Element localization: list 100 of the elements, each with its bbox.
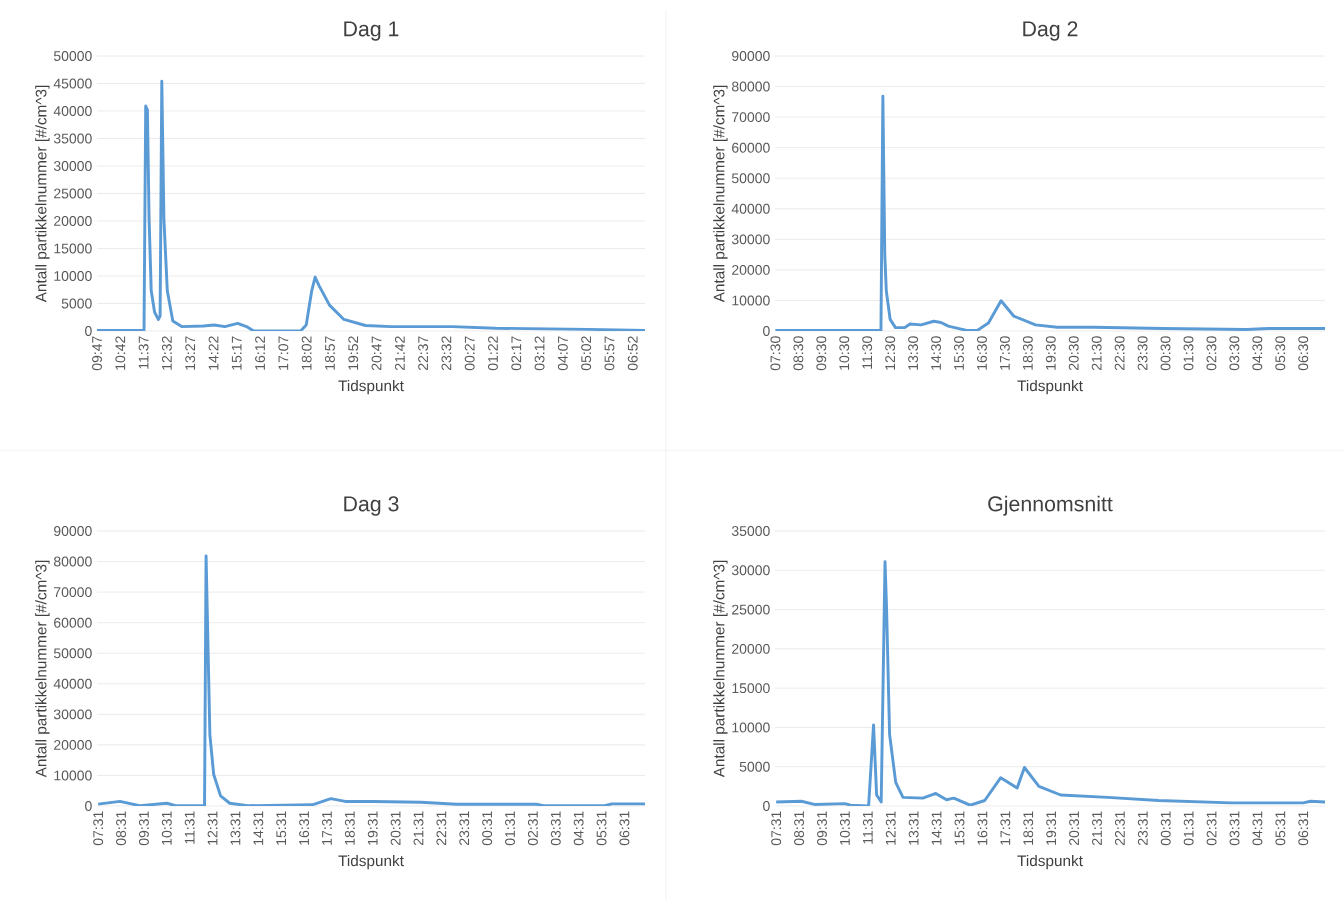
- x-tick-label: 23:30: [1137, 336, 1148, 371]
- x-tick-label: 03:31: [550, 811, 561, 846]
- y-tick-label: 35000: [53, 133, 92, 144]
- x-tick-label: 19:52: [348, 336, 359, 370]
- y-tick-label: 40000: [53, 678, 92, 689]
- y-axis-title: Antall partikkelnummer [#/cm^3]: [35, 85, 50, 303]
- y-tick-label: 60000: [54, 617, 92, 628]
- x-tick-label: 06:31: [619, 811, 630, 846]
- x-tick-label: 21:30: [1091, 336, 1102, 371]
- x-tick-label: 11:31: [184, 811, 195, 844]
- y-tick-label: 30000: [731, 234, 770, 245]
- x-tick-label: 19:30: [1045, 336, 1056, 370]
- x-tick-label: 16:31: [977, 811, 988, 845]
- chart-title: Dag 3: [344, 496, 399, 516]
- y-tick-label: 60000: [732, 142, 770, 153]
- x-tick-label: 18:30: [1022, 336, 1033, 370]
- y-tick-label: 10000: [54, 271, 92, 281]
- x-tick-label: 03:31: [1229, 811, 1240, 846]
- x-tick-label: 01:22: [488, 336, 498, 371]
- x-tick-label: 15:31: [954, 811, 965, 845]
- y-tick-label: 0: [763, 801, 770, 811]
- x-tick-label: 19:31: [367, 811, 378, 845]
- y-tick-label: 10000: [54, 770, 92, 781]
- x-tick-label: 15:17: [231, 336, 242, 370]
- y-tick-label: 40000: [53, 106, 92, 116]
- y-tick-label: 45000: [53, 78, 92, 89]
- x-tick-label: 15:31: [276, 811, 287, 845]
- x-tick-label: 18:31: [1023, 811, 1034, 845]
- x-tick-label: 14:22: [208, 336, 219, 370]
- x-tick-label: 05:02: [581, 336, 592, 371]
- x-tick-label: 13:31: [230, 811, 241, 845]
- x-tick-label: 17:31: [322, 811, 332, 845]
- x-tick-label: 07:31: [93, 811, 104, 846]
- chart-title: Dag 2: [1023, 21, 1078, 41]
- x-tick-label: 00:27: [464, 336, 475, 371]
- x-tick-label: 11:30: [862, 336, 873, 369]
- x-tick-label: 07:30: [770, 336, 781, 371]
- y-tick-label: 15000: [732, 683, 770, 694]
- x-tick-label: 04:31: [573, 811, 584, 846]
- x-tick-label: 09:31: [817, 811, 827, 846]
- y-tick-label: 70000: [54, 587, 92, 598]
- x-tick-label: 10:31: [161, 811, 172, 845]
- y-tick-label: 20000: [54, 216, 92, 226]
- x-tick-label: 02:30: [1206, 336, 1217, 371]
- x-tick-label: 09:31: [138, 811, 149, 846]
- y-tick-label: 90000: [732, 51, 770, 61]
- x-tick-label: 06:31: [1298, 811, 1309, 846]
- x-tick-label: 17:30: [999, 336, 1010, 370]
- y-tick-label: 35000: [731, 526, 770, 536]
- y-tick-label: 30000: [53, 709, 92, 720]
- y-axis-title: Antall partikkelnummer [#/cm^3]: [713, 85, 728, 303]
- x-tick-label: 23:31: [459, 811, 470, 846]
- x-tick-label: 00:31: [482, 811, 493, 846]
- x-axis-title: Tidspunkt: [338, 379, 404, 395]
- x-tick-label: 04:07: [557, 336, 568, 371]
- x-tick-label: 17:31: [1000, 811, 1011, 845]
- x-tick-label: 13:30: [908, 336, 919, 370]
- x-tick-label: 13:27: [185, 336, 196, 370]
- y-tick-label: 80000: [53, 556, 92, 567]
- x-tick-label: 10:31: [839, 811, 850, 845]
- x-tick-label: 05:31: [1275, 811, 1286, 846]
- y-tick-label: 20000: [54, 739, 92, 750]
- x-tick-label: 16:30: [976, 336, 987, 370]
- x-tick-label: 22:37: [418, 336, 429, 371]
- x-tick-label: 02:31: [527, 811, 538, 846]
- x-tick-label: 20:47: [371, 336, 382, 371]
- x-tick-label: 20:30: [1068, 336, 1079, 371]
- x-tick-label: 12:31: [207, 811, 218, 845]
- x-tick-label: 03:30: [1229, 336, 1240, 371]
- y-tick-label: 20000: [732, 264, 770, 275]
- y-tick-label: 5000: [739, 761, 770, 772]
- x-tick-label: 02:17: [511, 336, 522, 371]
- x-tick-label: 08:30: [793, 336, 804, 371]
- x-tick-label: 14:30: [931, 336, 941, 370]
- x-tick-label: 17:07: [278, 336, 289, 370]
- x-tick-label: 06:30: [1298, 336, 1309, 371]
- y-tick-label: 25000: [732, 604, 770, 615]
- x-tick-label: 12:32: [161, 336, 172, 370]
- x-tick-label: 11:37: [138, 336, 149, 369]
- y-tick-label: 20000: [732, 643, 770, 654]
- x-tick-label: 22:30: [1114, 336, 1125, 371]
- x-tick-label: 23:32: [441, 336, 452, 371]
- y-tick-label: 25000: [54, 188, 92, 199]
- x-tick-label: 22:31: [436, 811, 447, 846]
- x-tick-label: 18:02: [301, 336, 312, 370]
- x-tick-label: 09:47: [92, 336, 102, 371]
- x-tick-label: 01:31: [505, 811, 515, 846]
- x-tick-label: 14:31: [931, 811, 942, 845]
- x-tick-label: 05:31: [596, 811, 607, 846]
- x-tick-label: 11:31: [862, 811, 873, 844]
- y-tick-label: 15000: [54, 243, 92, 254]
- y-tick-label: 5000: [61, 298, 92, 309]
- x-tick-label: 07:31: [771, 811, 782, 846]
- x-tick-label: 09:30: [816, 336, 827, 371]
- y-tick-label: 0: [763, 326, 770, 336]
- x-tick-label: 10:30: [839, 336, 850, 370]
- y-tick-label: 80000: [731, 81, 770, 92]
- x-axis-title: Tidspunkt: [1017, 379, 1083, 395]
- x-tick-label: 04:30: [1252, 336, 1263, 371]
- y-tick-label: 30000: [731, 565, 770, 576]
